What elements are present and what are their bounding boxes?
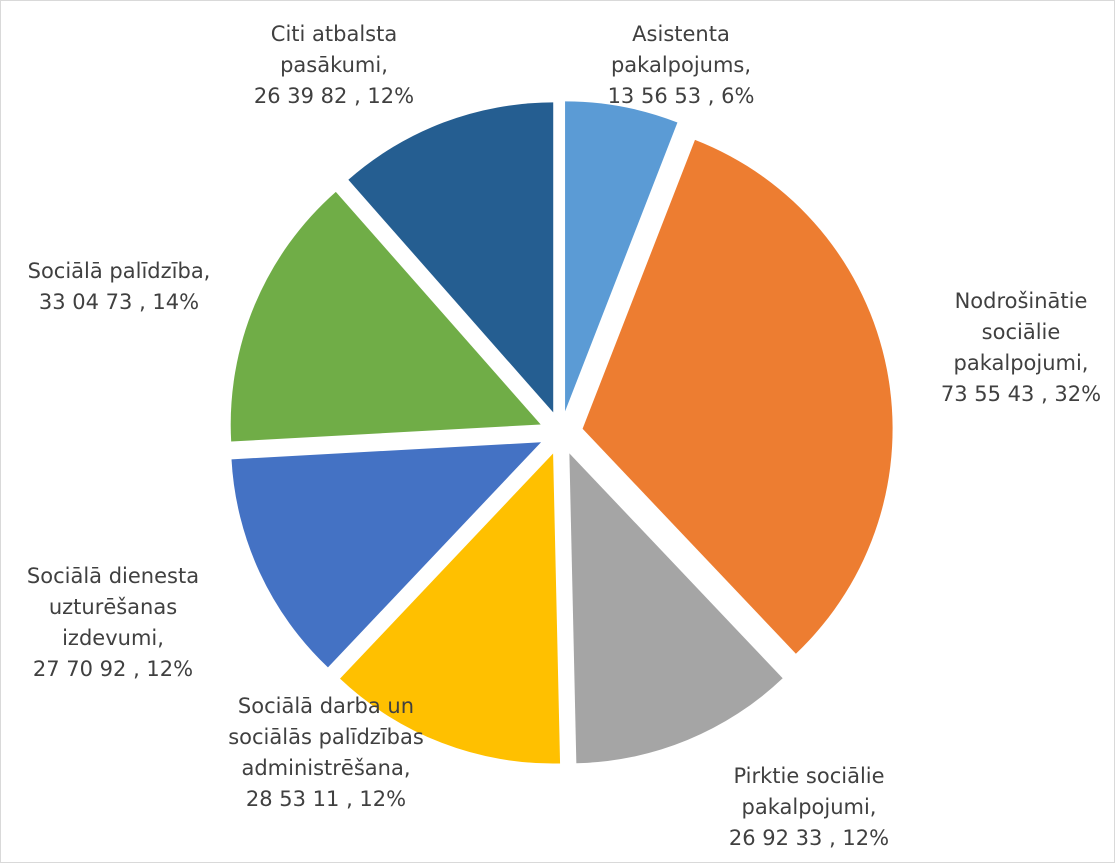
value-label: 26 39 82 , 12% bbox=[253, 84, 415, 108]
value-label: 27 70 92 , 12% bbox=[32, 657, 194, 681]
data-label: Nodrošinātie sociālie pakalpojumi, 73 55 … bbox=[931, 286, 1111, 410]
pie-slice bbox=[565, 101, 678, 412]
category: Pirktie sociālie pakalpojumi, bbox=[733, 764, 885, 819]
pie-slice bbox=[348, 102, 554, 413]
pie-slice bbox=[582, 139, 893, 654]
data-label: Citi atbalsta pasākumi, 26 39 82 , 12% bbox=[244, 19, 424, 112]
category: Sociālā palīdzība, bbox=[27, 259, 211, 283]
category: Sociālā dienesta uzturēšanas izdevumi, bbox=[26, 564, 200, 650]
pie-slice bbox=[231, 442, 542, 668]
category: Citi atbalsta pasākumi, bbox=[270, 22, 398, 77]
value-label: 73 55 43 , 32% bbox=[940, 382, 1102, 406]
data-label: Pirktie sociālie pakalpojumi, 26 92 33 , … bbox=[714, 761, 904, 854]
category: Nodrošinātie sociālie pakalpojumi, bbox=[953, 289, 1089, 375]
data-label: Sociālā dienesta uzturēšanas izdevumi, 27… bbox=[3, 561, 223, 685]
category: Asistenta pakalpojums, bbox=[610, 22, 752, 77]
category: Sociālā darba un sociālās palīdzības adm… bbox=[228, 694, 424, 780]
data-label: Sociālā darba un sociālās palīdzības adm… bbox=[216, 691, 436, 815]
value-label: 13 56 53 , 6% bbox=[607, 84, 755, 108]
pie-slice bbox=[230, 191, 541, 442]
data-label: Sociālā palīdzība, 33 04 73 , 14% bbox=[9, 256, 229, 318]
value-label: 26 92 33 , 12% bbox=[728, 826, 890, 850]
pie-slice bbox=[340, 453, 561, 764]
pie-slice bbox=[569, 453, 783, 764]
data-label: Asistenta pakalpojums, 13 56 53 , 6% bbox=[596, 19, 766, 112]
value-label: 28 53 11 , 12% bbox=[245, 787, 407, 811]
value-label: 33 04 73 , 14% bbox=[38, 290, 200, 314]
